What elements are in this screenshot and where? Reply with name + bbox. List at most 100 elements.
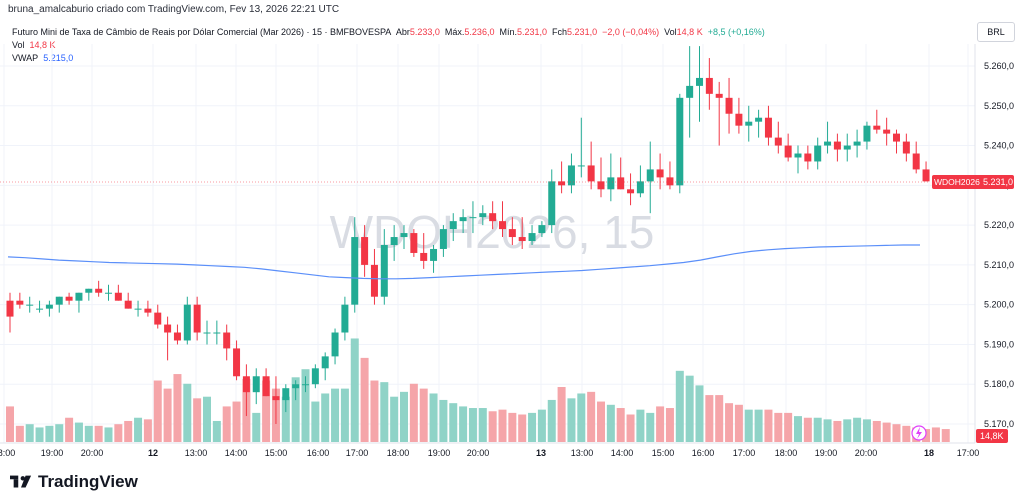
volume-bar — [311, 401, 320, 442]
candle-body — [617, 177, 625, 190]
volume-bar — [232, 401, 241, 442]
candle-body — [114, 292, 122, 301]
candle-body — [65, 296, 73, 301]
candle-body — [518, 237, 526, 242]
volume-bar — [104, 427, 113, 442]
price-tick-label: 5.200,0 — [984, 300, 1014, 310]
change-value: −2,0 (−0,04%) — [602, 27, 660, 37]
candle-body — [548, 181, 556, 226]
high-value: 5.236,0 — [464, 27, 495, 37]
volume-bar — [6, 406, 14, 442]
volume-bar — [695, 385, 704, 442]
candle-body — [223, 332, 231, 349]
price-axis: 5.260,05.250,05.240,05.230,05.220,05.210… — [984, 61, 1014, 429]
candle-body — [705, 77, 713, 94]
volume-bar — [262, 380, 271, 442]
vol-indicator-row[interactable]: Vol 14,8 K — [12, 39, 765, 52]
candle-body — [252, 376, 260, 393]
candle-body — [144, 308, 152, 313]
volume-bar — [567, 398, 576, 442]
candle-body — [863, 125, 871, 142]
candle-body — [430, 248, 438, 261]
candle-body — [794, 153, 802, 158]
volume-bar — [606, 404, 615, 442]
candle-body — [922, 169, 930, 182]
currency-button[interactable]: BRL — [977, 22, 1015, 42]
time-tick-label: 20:00 — [467, 448, 490, 458]
time-tick-label: 20:00 — [855, 448, 878, 458]
candle-body — [853, 141, 861, 146]
volume-bar — [301, 369, 310, 442]
candle-body — [302, 384, 309, 386]
volume-bar — [478, 408, 487, 442]
volume-bar — [114, 424, 123, 442]
time-tick-label: 19:00 — [815, 448, 838, 458]
volume-bar — [931, 427, 940, 442]
volume-bar — [794, 416, 802, 442]
author-line: bruna_amalcaburio criado com TradingView… — [8, 4, 340, 15]
candle-body — [499, 221, 506, 230]
volume-bar — [715, 395, 724, 442]
candle-body — [873, 125, 881, 130]
volume-bar — [45, 425, 54, 442]
volume-bar — [754, 409, 763, 442]
price-tick-label: 5.220,0 — [984, 220, 1014, 230]
candle-body — [26, 304, 34, 306]
volume-bar — [803, 417, 812, 442]
volume-bar — [94, 425, 103, 442]
volume-bar — [853, 417, 862, 442]
volume-bars — [6, 338, 950, 442]
candle-body — [449, 221, 457, 230]
candle-body — [420, 252, 428, 261]
low-value: 5.231,0 — [516, 27, 548, 37]
candle-body — [272, 396, 280, 401]
time-tick-label: 16:00 — [692, 448, 715, 458]
volume-bar — [764, 409, 773, 442]
lightning-icon[interactable] — [911, 425, 927, 441]
close-value: 5.231,0 — [567, 27, 598, 37]
candle-body — [331, 332, 339, 357]
volume-bar — [350, 338, 359, 442]
volume-bar — [636, 409, 645, 442]
chart-legend: Futuro Mini de Taxa de Câmbio de Reais p… — [12, 26, 765, 65]
price-chart[interactable]: WDOH2026, 15 5.260,05.250,05.240,05.230,… — [0, 0, 1024, 470]
candle-body — [893, 133, 900, 142]
volume-bar — [409, 383, 418, 442]
candle-body — [134, 308, 142, 310]
volume-bar — [468, 408, 477, 442]
time-tick-label: 14:00 — [225, 448, 248, 458]
last-price-symbol: WDOH2026 — [934, 177, 980, 187]
tradingview-logo[interactable]: TradingView — [10, 472, 138, 492]
volume-bar — [212, 420, 221, 442]
volume-bar — [843, 419, 852, 442]
candle-body — [292, 384, 300, 389]
volume-bar — [400, 391, 408, 442]
instrument-title[interactable]: Futuro Mini de Taxa de Câmbio de Reais p… — [12, 27, 391, 37]
volume-bar — [616, 408, 625, 442]
candle-body — [784, 145, 792, 158]
price-tick-label: 5.260,0 — [984, 61, 1014, 71]
candle-body — [154, 312, 162, 325]
volume-bar — [25, 424, 34, 442]
volume-bar — [321, 393, 330, 442]
volume-bar — [84, 425, 93, 442]
candle-body — [489, 213, 497, 222]
candle-body — [6, 300, 14, 317]
time-tick-label: 16:00 — [307, 448, 330, 458]
volume-bar — [498, 409, 507, 442]
candle-body — [85, 288, 93, 293]
price-tick-label: 5.190,0 — [984, 339, 1014, 349]
candle-body — [16, 300, 24, 305]
candle-body — [282, 388, 290, 401]
volume-bar — [892, 424, 901, 442]
vwap-indicator-row[interactable]: VWAP 5.215,0 — [12, 52, 765, 65]
candle-body — [676, 97, 684, 186]
candle-body — [164, 324, 172, 333]
candle-body — [508, 229, 516, 238]
time-tick-label: 14:00 — [611, 448, 634, 458]
candle-body — [351, 237, 359, 305]
candle-body — [607, 177, 615, 190]
candle-body — [311, 368, 319, 385]
volume-label-value: 14,8K — [980, 431, 1004, 441]
candle-body — [390, 237, 398, 245]
